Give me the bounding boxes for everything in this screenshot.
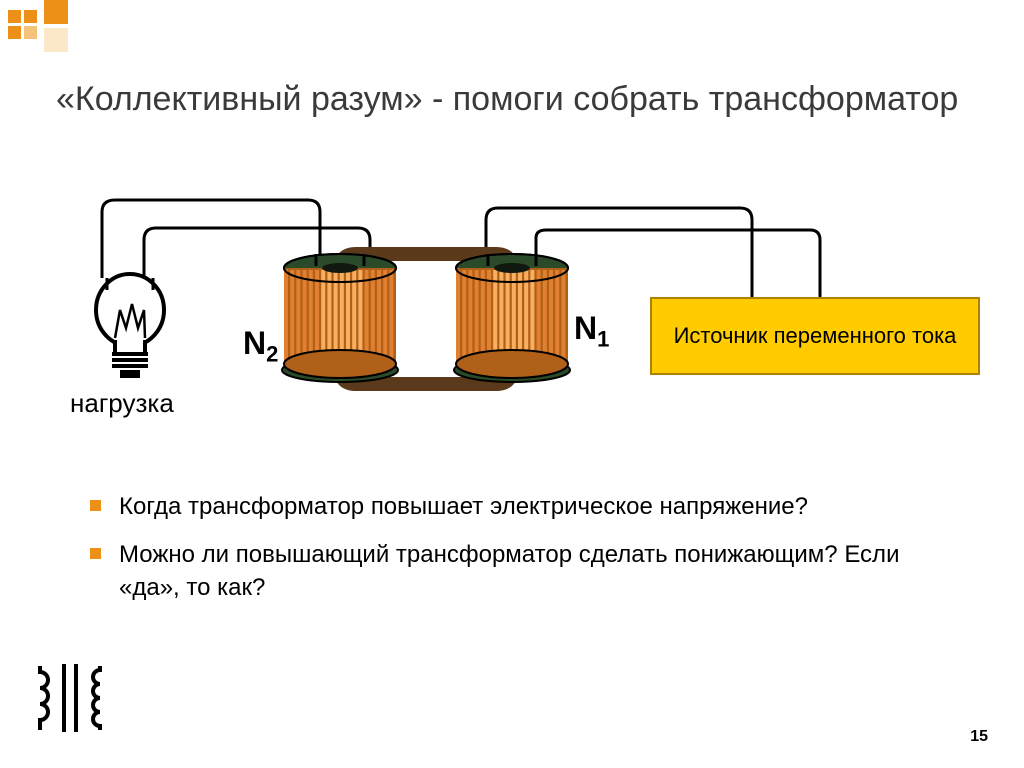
- bullet-marker-icon: [90, 548, 101, 559]
- bullet-item: Когда трансформатор повышает электрическ…: [90, 490, 940, 524]
- ac-source-box: Источник переменного тока: [650, 297, 980, 375]
- transformer-schematic-icon: [28, 660, 118, 743]
- bullet-marker-icon: [90, 500, 101, 511]
- slide-title: «Коллективный разум» - помоги собрать тр…: [56, 78, 958, 121]
- corner-decoration: [0, 0, 100, 60]
- load-label: нагрузка: [70, 388, 174, 419]
- bullet-list: Когда трансформатор повышает электрическ…: [90, 490, 940, 619]
- transformer-diagram: нагрузка N2 N1 Источник переменного тока: [40, 190, 984, 450]
- bullet-text: Можно ли повышающий трансформатор сделат…: [119, 538, 940, 605]
- bullet-text: Когда трансформатор повышает электрическ…: [119, 490, 808, 524]
- page-number: 15: [970, 728, 988, 746]
- coil-n1-label: N1: [574, 310, 609, 352]
- ac-source-label: Источник переменного тока: [674, 323, 957, 349]
- light-bulb-icon: [90, 270, 170, 395]
- bullet-item: Можно ли повышающий трансформатор сделат…: [90, 538, 940, 605]
- coil-n2-label: N2: [243, 325, 278, 367]
